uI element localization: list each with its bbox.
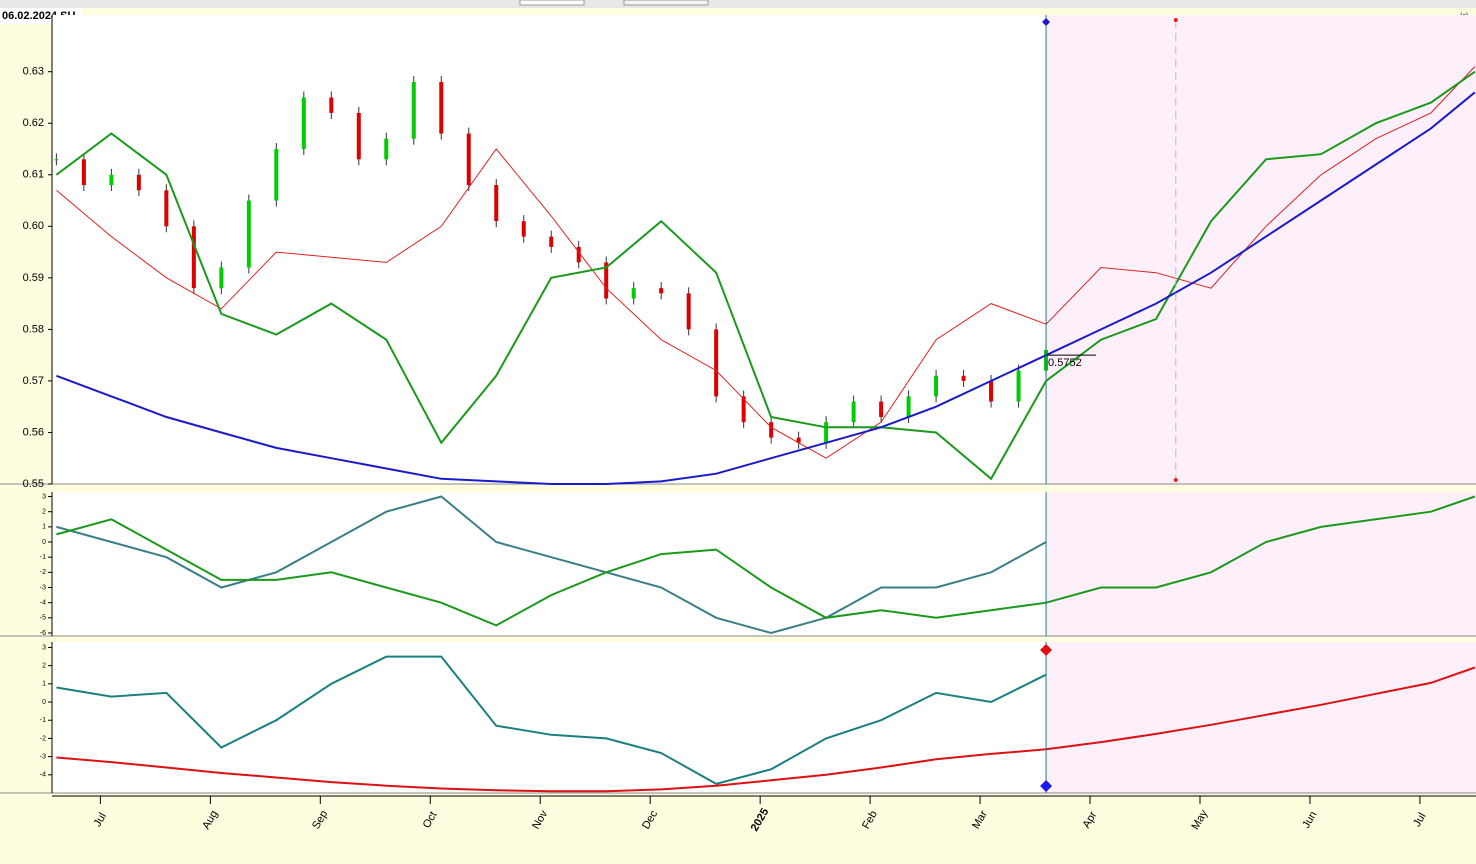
candle-body xyxy=(411,82,416,139)
x-tick-label: Mar xyxy=(970,808,990,831)
series-line xyxy=(56,495,1047,635)
series-line xyxy=(56,495,1476,627)
candle-body xyxy=(81,159,86,186)
candle-body xyxy=(384,138,389,160)
marker-dot xyxy=(1173,478,1178,482)
candle-body xyxy=(109,174,114,186)
candle-body xyxy=(824,422,829,443)
toolbar-buttons[interactable] xyxy=(623,0,709,6)
x-tick-label: Nov xyxy=(530,808,550,831)
toolbar[interactable] xyxy=(0,0,1476,8)
candle-body xyxy=(714,329,719,397)
series-line xyxy=(55,70,1476,481)
candle-body xyxy=(961,375,966,381)
candle-body xyxy=(191,226,196,289)
candle-body xyxy=(879,401,884,417)
candle-body xyxy=(796,437,801,443)
candle-body xyxy=(219,267,224,289)
candle-body xyxy=(604,262,609,299)
y-tick-label: 0 xyxy=(42,699,46,706)
x-tick-label: Apr xyxy=(1080,809,1099,830)
y-tick-label: 2 xyxy=(42,509,46,516)
marker-diamond xyxy=(1040,644,1053,656)
y-tick-label: 0.62 xyxy=(23,117,44,129)
y-tick-label: 0.60 xyxy=(23,220,44,232)
candle-body xyxy=(549,236,554,247)
y-tick-label: 0.57 xyxy=(23,375,44,387)
candle-body xyxy=(356,112,361,160)
candle-body xyxy=(494,185,499,222)
x-tick-label: 2025 xyxy=(749,806,772,833)
candle-body xyxy=(246,200,251,268)
candle-body xyxy=(989,380,994,402)
candle-body xyxy=(136,174,141,191)
y-tick-label: -1 xyxy=(40,717,46,724)
toolbar-field[interactable] xyxy=(519,0,585,6)
series-line xyxy=(56,91,1476,485)
candle-body xyxy=(659,288,664,294)
annotation: 0.5752 xyxy=(1048,357,1082,369)
candle-body xyxy=(686,293,691,330)
candle-body xyxy=(631,288,636,299)
y-tick-label: -4 xyxy=(40,772,46,779)
y-tick-label: 0.56 xyxy=(23,426,44,438)
x-tick-label: Jul xyxy=(1411,811,1428,829)
candle-body xyxy=(1016,370,1021,402)
candle-body xyxy=(769,422,774,438)
series-line xyxy=(56,666,1476,793)
x-tick-label: Oct xyxy=(421,810,440,831)
y-tick-label: 0 xyxy=(42,539,46,546)
candle-body xyxy=(274,149,279,201)
x-tick-label: Jul xyxy=(92,811,109,829)
candle-body xyxy=(54,159,59,161)
y-tick-label: 3 xyxy=(42,493,46,500)
candle-body xyxy=(521,221,526,237)
y-tick-label: -1 xyxy=(40,554,46,561)
forecast-region xyxy=(1046,15,1476,484)
y-tick-label: 1 xyxy=(42,681,46,688)
x-tick-label: Sep xyxy=(310,808,330,831)
candle-body xyxy=(164,190,169,227)
candle-body xyxy=(934,375,939,397)
y-tick-label: 0.58 xyxy=(23,323,44,335)
y-tick-label: -4 xyxy=(40,599,46,606)
series-line xyxy=(56,655,1047,785)
candle-body xyxy=(466,133,471,186)
y-tick-label: 0.63 xyxy=(23,66,44,78)
y-tick-label: 0.55 xyxy=(23,478,44,490)
y-tick-label: 3 xyxy=(42,644,46,651)
candle-body xyxy=(301,97,306,149)
marker-dot xyxy=(1173,18,1178,22)
marker-diamond xyxy=(1040,780,1053,792)
candle-body xyxy=(851,401,856,423)
y-tick-label: 0.59 xyxy=(23,272,44,284)
y-tick-label: -3 xyxy=(40,753,46,760)
series-line xyxy=(56,66,1476,459)
y-tick-label: -3 xyxy=(40,584,46,591)
x-tick-label: Dec xyxy=(640,808,660,831)
x-tick-label: Feb xyxy=(860,809,880,831)
forecast-region xyxy=(1046,642,1476,793)
x-tick-label: May xyxy=(1190,808,1211,832)
y-tick-label: 1 xyxy=(42,524,46,531)
x-tick-label: Aug xyxy=(200,808,220,831)
y-tick-label: -2 xyxy=(40,735,46,742)
candle-body xyxy=(741,396,746,423)
y-tick-label: -2 xyxy=(40,569,46,576)
y-tick-label: 0.61 xyxy=(23,169,44,181)
y-tick-label: 2 xyxy=(42,662,46,669)
marker-diamond xyxy=(1042,18,1051,26)
y-tick-label: -6 xyxy=(40,630,46,637)
x-tick-label: Jun xyxy=(1300,809,1319,830)
candle-body xyxy=(329,97,334,113)
candle-body xyxy=(439,82,444,134)
candle-body xyxy=(906,396,911,417)
candle-body xyxy=(576,246,581,263)
y-tick-label: -5 xyxy=(40,615,46,622)
